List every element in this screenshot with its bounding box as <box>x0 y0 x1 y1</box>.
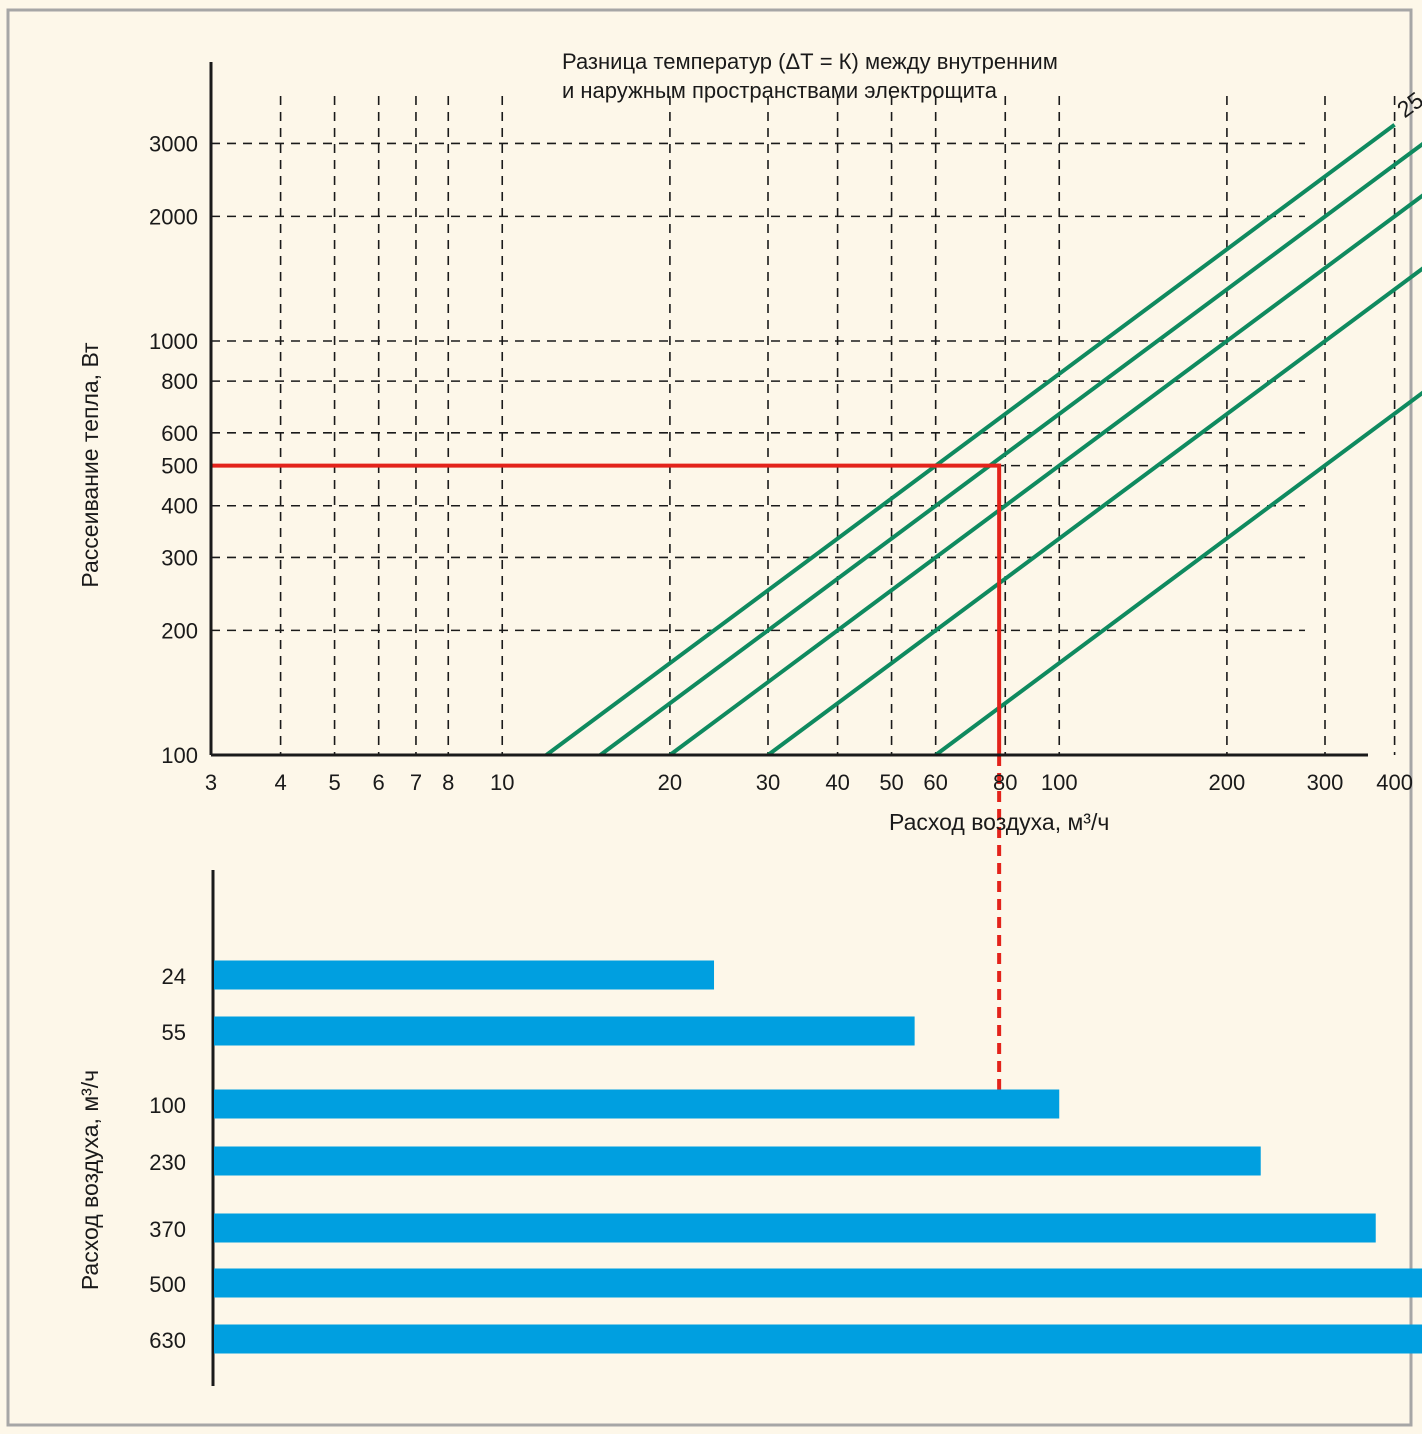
y-tick-label: 100 <box>161 743 198 768</box>
series-line <box>668 193 1422 757</box>
y-tick-label: 500 <box>161 454 198 479</box>
bar <box>214 1016 915 1046</box>
x-tick-label: 50 <box>879 770 903 795</box>
x-axis-title: Расход воздуха, м³/ч <box>889 809 1109 835</box>
y-tick-label: 300 <box>161 545 198 570</box>
bar-category-label: 55 <box>162 1020 186 1045</box>
bar-category-label: 100 <box>149 1093 186 1118</box>
bar-category-label: 500 <box>149 1272 186 1297</box>
series-line <box>766 266 1422 757</box>
series-line <box>599 141 1422 757</box>
y-tick-label: 2000 <box>149 204 198 229</box>
x-tick-label: 400 <box>1376 770 1413 795</box>
bar <box>214 1324 1422 1354</box>
grid <box>211 96 1396 755</box>
bar-category-labels: 24 55 100 230 370 500 630 <box>149 964 186 1353</box>
x-tick-label: 60 <box>923 770 947 795</box>
series-line <box>934 390 1422 757</box>
x-tick-label: 6 <box>373 770 385 795</box>
bar <box>214 960 715 990</box>
x-tick-label: 3 <box>205 770 217 795</box>
axes <box>209 62 1368 1386</box>
x-tick-label: 80 <box>993 770 1017 795</box>
y-axis-title: Рассеивание тепла, Вт <box>77 342 103 588</box>
x-tick-label: 100 <box>1041 770 1078 795</box>
bar-category-label: 24 <box>162 964 186 989</box>
bar-category-label: 230 <box>149 1150 186 1175</box>
y-tick-label: 3000 <box>149 131 198 156</box>
x-tick-label: 4 <box>274 770 286 795</box>
lookup-marker <box>211 463 1002 1090</box>
x-tick-label: 7 <box>410 770 422 795</box>
chart-note: Разница температур (ΔТ = К) между внутре… <box>562 49 1058 103</box>
x-tick-labels: 3456781020304050608010020030040050060080… <box>205 770 1413 795</box>
y-tick-label: 200 <box>161 618 198 643</box>
y-tick-label: 600 <box>161 421 198 446</box>
bar-axis-title: Расход воздуха, м³/ч <box>77 1070 103 1290</box>
y-tick-label: 800 <box>161 369 198 394</box>
bar-category-label: 370 <box>149 1217 186 1242</box>
x-tick-label: 300 <box>1307 770 1344 795</box>
x-axis-title-text: Расход воздуха, м³/ч <box>889 809 1109 835</box>
series-line <box>545 123 1396 757</box>
bar <box>214 1146 1261 1176</box>
x-tick-label: 5 <box>328 770 340 795</box>
x-tick-label: 20 <box>658 770 682 795</box>
chart-note-line: и наружным пространствами электрощита <box>562 78 998 103</box>
chart-note-line: Разница температур (ΔТ = К) между внутре… <box>562 49 1058 74</box>
y-tick-label: 1000 <box>149 329 198 354</box>
bar <box>214 1213 1376 1243</box>
bar-category-label: 630 <box>149 1328 186 1353</box>
x-tick-label: 10 <box>490 770 514 795</box>
x-tick-label: 200 <box>1209 770 1246 795</box>
figure-frame <box>6 8 1413 1427</box>
series-lines <box>545 123 1422 757</box>
bar <box>214 1089 1060 1119</box>
y-tick-label: 400 <box>161 494 198 519</box>
bars <box>214 960 1422 1354</box>
x-tick-label: 40 <box>825 770 849 795</box>
x-tick-label: 8 <box>442 770 454 795</box>
bar <box>214 1268 1422 1298</box>
x-tick-label: 30 <box>756 770 780 795</box>
y-tick-labels: 100 200 300 400 500 600 800 1000 2000 3000 <box>149 131 198 768</box>
